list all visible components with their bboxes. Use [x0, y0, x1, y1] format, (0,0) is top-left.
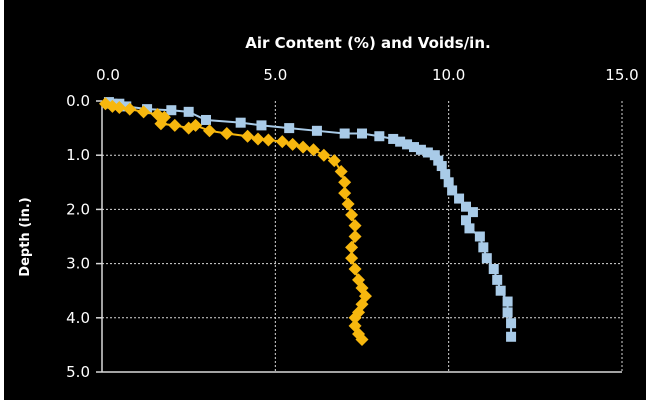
- data-point: [251, 132, 265, 146]
- chart-panel: Air Content (%) and Voids/in. Depth (in.…: [4, 0, 646, 400]
- data-point: [112, 101, 126, 115]
- chart-svg: Air Content (%) and Voids/in. Depth (in.…: [18, 34, 639, 381]
- data-point: [348, 262, 362, 276]
- data-point: [338, 186, 352, 200]
- data-point: [183, 106, 194, 117]
- y-axis-label: Depth (in.): [18, 197, 33, 276]
- data-point: [415, 144, 426, 155]
- data-point: [338, 175, 352, 189]
- data-point: [433, 155, 444, 166]
- data-point: [334, 164, 348, 178]
- y-tick-label: 0.0: [66, 92, 90, 110]
- data-point: [286, 137, 300, 151]
- data-point: [454, 193, 465, 204]
- x-tick-label: 15.0: [605, 66, 638, 84]
- x-tick-labels: 0.0 5.0 10.0 15.0: [96, 66, 639, 84]
- data-point: [345, 251, 359, 265]
- data-point: [474, 231, 485, 242]
- data-point: [495, 285, 506, 296]
- data-point: [374, 131, 385, 142]
- data-point: [492, 274, 503, 285]
- data-point: [284, 123, 295, 134]
- data-point: [355, 332, 369, 346]
- data-point: [296, 140, 310, 154]
- data-point: [429, 150, 440, 161]
- data-point: [481, 253, 492, 264]
- data-point: [168, 118, 182, 132]
- data-point: [443, 177, 454, 188]
- data-point: [436, 161, 447, 172]
- data-point: [306, 143, 320, 157]
- y-tick-labels: 0.0 1.0 2.0 3.0 4.0 5.0: [66, 92, 90, 381]
- data-point: [202, 124, 216, 138]
- data-point: [345, 240, 359, 254]
- y-tick-label: 5.0: [66, 363, 90, 381]
- data-point: [409, 142, 419, 153]
- data-point: [123, 102, 137, 116]
- data-point: [502, 307, 513, 318]
- data-point: [317, 148, 331, 162]
- data-point: [327, 154, 341, 168]
- data-point: [241, 129, 255, 143]
- x-tick-label: 0.0: [96, 66, 120, 84]
- series-line: [108, 101, 513, 337]
- y-tick-label: 2.0: [66, 200, 90, 218]
- data-point: [447, 185, 458, 196]
- data-point: [506, 318, 517, 329]
- data-point: [261, 133, 275, 147]
- data-point: [311, 125, 322, 136]
- series-line: [105, 102, 367, 341]
- data-point: [488, 264, 499, 275]
- data-point: [256, 120, 267, 131]
- gridlines: [96, 100, 623, 373]
- data-point: [154, 117, 168, 131]
- data-point: [357, 128, 367, 139]
- data-point: [461, 215, 471, 226]
- x-tick-label: 5.0: [263, 66, 287, 84]
- data-point: [440, 169, 451, 180]
- data-point: [235, 117, 246, 128]
- data-point: [339, 128, 350, 139]
- data-point: [166, 105, 177, 116]
- data-point: [348, 311, 362, 325]
- data-series: [98, 97, 517, 346]
- y-tick-label: 3.0: [66, 255, 90, 273]
- data-point: [137, 105, 151, 119]
- data-point: [201, 114, 211, 125]
- data-point: [467, 207, 478, 218]
- data-point: [348, 230, 362, 243]
- data-point: [395, 136, 406, 147]
- data-point: [506, 331, 517, 342]
- x-tick-label: 10.0: [432, 66, 465, 84]
- data-point: [345, 208, 359, 222]
- data-point: [275, 135, 289, 149]
- data-point: [182, 121, 196, 135]
- series-diamonds: [98, 97, 372, 346]
- data-point: [422, 147, 433, 158]
- data-point: [464, 223, 475, 234]
- data-point: [341, 197, 355, 211]
- data-point: [502, 296, 513, 307]
- data-point: [348, 219, 362, 233]
- chart-title: Air Content (%) and Voids/in.: [245, 34, 490, 52]
- data-point: [402, 139, 413, 150]
- data-point: [189, 118, 203, 132]
- y-tick-label: 4.0: [66, 309, 90, 327]
- data-point: [478, 242, 489, 253]
- data-point: [220, 127, 234, 141]
- data-point: [388, 133, 399, 144]
- y-tick-label: 1.0: [66, 146, 90, 164]
- series-squares: [103, 97, 517, 342]
- data-point: [461, 201, 471, 212]
